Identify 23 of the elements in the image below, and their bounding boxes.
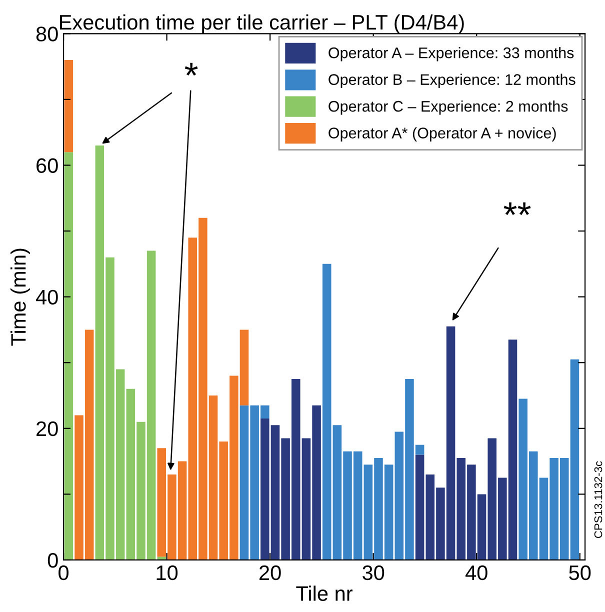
y-tick-label: 40 (36, 290, 58, 305)
legend-label: Operator A – Experience: 33 months (328, 47, 574, 62)
annotation: * (184, 62, 198, 76)
chart-title: Execution time per tile carrier – PLT (D4/B4) (60, 14, 464, 34)
annotation: ** (504, 202, 531, 216)
legend-label: Operator C – Experience: 2 months (328, 100, 568, 115)
x-tick-label: 20 (260, 565, 281, 580)
x-tick-label: 40 (465, 565, 488, 580)
text: CPS13.1132-3c (594, 461, 602, 538)
x-tick-label: 50 (569, 565, 591, 580)
bar (64, 60, 74, 152)
legend-label: Operator A* (Operator A + novice) (328, 127, 556, 142)
legend-label: Operator B – Experience: 12 months (328, 74, 576, 88)
x-tick-label: 0 (58, 565, 69, 580)
x-tick-label: 10 (156, 565, 178, 580)
y-tick-label: 80 (36, 26, 58, 42)
x-tick-label: 30 (362, 565, 384, 580)
y-tick-label: 20 (36, 421, 58, 436)
y-tick-label: 0 (48, 552, 58, 568)
bar (64, 152, 74, 560)
x-axis-title: Tile nr (296, 586, 352, 601)
y-tick-label: 60 (36, 158, 58, 173)
y-axis-title: Time (min) (10, 248, 30, 346)
